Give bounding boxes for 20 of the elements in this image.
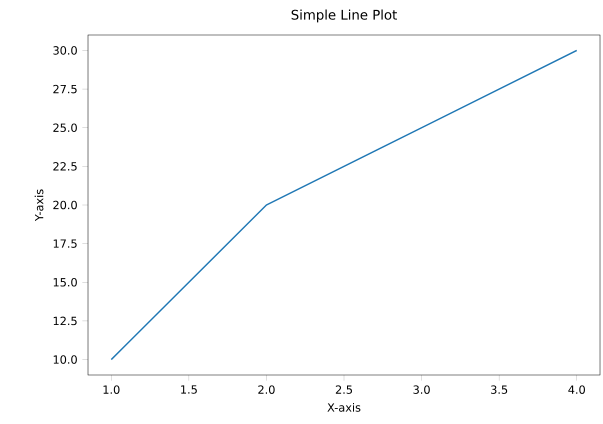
y-tick-label: 27.5 <box>53 84 77 94</box>
y-tick-label: 25.0 <box>53 123 77 132</box>
x-tick-label: 4.0 <box>568 385 585 394</box>
y-tick-label: 30.0 <box>53 46 77 55</box>
x-axis-title: X-axis <box>327 403 360 412</box>
y-tick-label: 12.5 <box>54 316 77 326</box>
x-tick-label: 1.0 <box>104 385 120 394</box>
chart-title: Simple Line Plot <box>292 9 397 22</box>
x-tick-label: 1.5 <box>181 385 197 394</box>
y-tick-label: 15.0 <box>54 278 77 287</box>
y-tick-label: 17.5 <box>54 239 77 248</box>
y-tick-label: 22.5 <box>53 162 77 171</box>
y-tick-label: 10.0 <box>54 355 77 364</box>
y-tick-label: 20.0 <box>53 200 77 210</box>
x-tick-label: 3.5 <box>491 385 508 394</box>
x-tick-label: 2.5 <box>336 385 352 394</box>
line-series <box>110 50 578 360</box>
x-tick-label: 3.0 <box>413 385 430 394</box>
y-axis-title: Y-axis <box>34 189 44 222</box>
x-tick-label: 2.0 <box>258 385 275 394</box>
